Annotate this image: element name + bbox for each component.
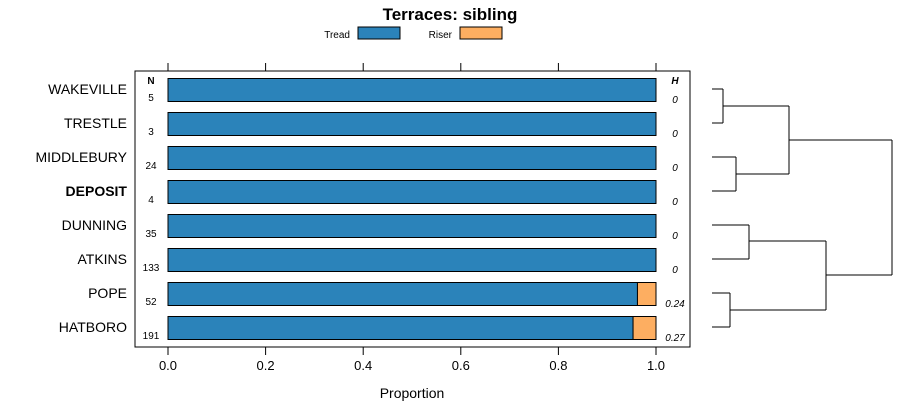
bar-tread [167, 146, 657, 170]
bar-row: WAKEVILLE 5 0 [48, 78, 678, 106]
h-value: 0 [672, 95, 678, 106]
bar-row: TRESTLE 3 0 [64, 112, 678, 140]
h-value: 0 [672, 265, 678, 276]
category-label: MIDDLEBURY [35, 149, 127, 165]
bar-tread [167, 282, 638, 306]
legend-label-riser: Riser [429, 30, 453, 41]
bar-tread [167, 78, 657, 102]
category-label: ATKINS [77, 251, 127, 267]
n-value: 191 [143, 331, 160, 342]
h-value: 0.27 [665, 333, 685, 344]
bar-riser [632, 316, 657, 340]
bar-tread [167, 214, 657, 238]
category-label: WAKEVILLE [48, 81, 127, 97]
legend: Tread Riser [324, 26, 503, 41]
legend-label-tread: Tread [324, 30, 350, 41]
category-label: POPE [88, 285, 127, 301]
chart-title: Terraces: sibling [383, 5, 518, 24]
bar-tread [167, 248, 657, 272]
x-tick-label: 0.4 [354, 358, 372, 373]
bar-row: DUNNING 35 0 [62, 214, 678, 242]
h-value: 0 [672, 163, 678, 174]
h-value: 0.24 [665, 299, 685, 310]
x-axis-title: Proportion [380, 385, 445, 401]
h-column-header: H [671, 76, 679, 87]
n-column-header: N [147, 76, 154, 87]
x-tick-label: 1.0 [647, 358, 665, 373]
bar-tread [167, 316, 634, 340]
n-value: 52 [145, 297, 157, 308]
category-label: HATBORO [59, 319, 127, 335]
bar-riser [636, 282, 657, 306]
legend-swatch-tread [357, 26, 401, 40]
bar-row: HATBORO 191 0.27 [59, 316, 685, 344]
category-label: DUNNING [62, 217, 127, 233]
n-value: 4 [148, 195, 154, 206]
h-value: 0 [672, 231, 678, 242]
category-label: TRESTLE [64, 115, 127, 131]
bottom-axis: 0.0 0.2 0.4 0.6 0.8 1.0 [159, 347, 665, 373]
legend-swatch-riser [459, 26, 503, 40]
x-tick-label: 0.8 [549, 358, 567, 373]
bar-tread [167, 112, 657, 136]
bar-row: ATKINS 133 0 [77, 248, 678, 276]
bar-tread [167, 180, 657, 204]
h-value: 0 [672, 129, 678, 140]
h-value: 0 [672, 197, 678, 208]
x-tick-label: 0.6 [452, 358, 470, 373]
bar-row: DEPOSIT 4 0 [66, 180, 678, 208]
plot-panel [134, 70, 691, 348]
n-value: 35 [145, 229, 157, 240]
n-value: 133 [143, 263, 160, 274]
dendrogram [712, 88, 893, 328]
bar-row: POPE 52 0.24 [88, 282, 685, 310]
n-value: 24 [145, 161, 157, 172]
x-tick-label: 0.2 [257, 358, 275, 373]
bar-row: MIDDLEBURY 24 0 [35, 146, 678, 174]
top-axis [167, 63, 657, 71]
x-tick-label: 0.0 [159, 358, 177, 373]
n-value: 5 [148, 93, 154, 104]
category-label: DEPOSIT [66, 183, 128, 199]
n-value: 3 [148, 127, 154, 138]
